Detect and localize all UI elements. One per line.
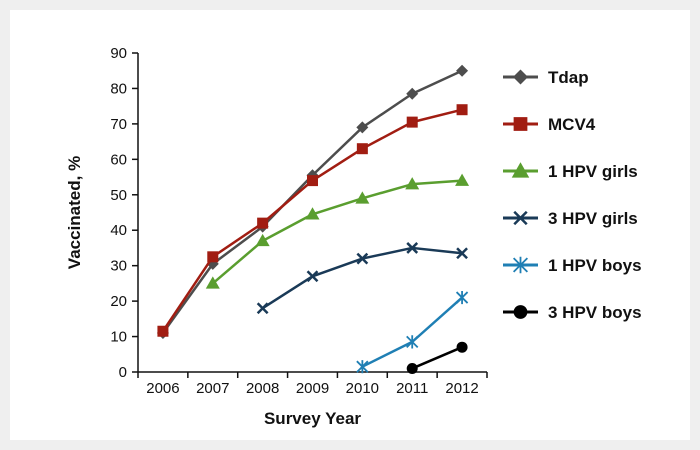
data-point: [406, 362, 418, 374]
data-point: [456, 247, 468, 260]
data-point: [257, 217, 269, 229]
data-point: [207, 251, 219, 263]
data-point: [306, 270, 319, 283]
y-axis-title: Vaccinated, %: [65, 156, 84, 269]
legend-item: Tdap: [503, 68, 589, 87]
legend-label: 3 HPV girls: [548, 209, 638, 228]
series-tdap: [156, 64, 469, 340]
data-point: [307, 175, 318, 187]
y-tick-label: 20: [110, 293, 127, 310]
legend-label: 1 HPV boys: [548, 256, 642, 275]
series-line: [161, 108, 463, 332]
data-point: [456, 341, 468, 353]
legend-item: 3 HPV boys: [503, 303, 642, 322]
data-point: [305, 207, 320, 220]
series-3-hpv-boys: [406, 341, 468, 374]
data-point: [205, 276, 220, 289]
legend-marker: [513, 69, 528, 85]
series-line: [411, 346, 463, 370]
series-line: [211, 179, 463, 285]
series-3-hpv-girls: [256, 242, 468, 315]
series-line: [361, 296, 463, 368]
data-point: [455, 290, 469, 305]
series-line: [161, 69, 463, 334]
legend-item: 1 HPV boys: [503, 256, 642, 275]
legend-label: MCV4: [548, 115, 596, 134]
legend: Tdap MCV4 1 HPV girls 3 HPV girls 1 HPV boys…: [503, 68, 642, 322]
x-tick-label: 2012: [445, 380, 478, 397]
data-point: [406, 335, 419, 349]
legend-label: 1 HPV girls: [548, 162, 638, 181]
data-point: [256, 302, 269, 315]
x-tick-label: 2007: [196, 380, 229, 397]
axes: 0 10 20 30 40 50 60 70 80 90 2006 2007 2008 2009 2010…: [65, 45, 488, 428]
series-1-hpv-boys: [356, 290, 469, 374]
data-point: [456, 64, 469, 77]
series-mcv4: [157, 104, 468, 337]
data-point: [456, 104, 468, 116]
x-tick-label: 2006: [146, 380, 179, 397]
legend-item: 1 HPV girls: [503, 162, 638, 181]
y-tick-label: 10: [110, 329, 127, 346]
data-point: [356, 360, 369, 374]
legend-marker: [512, 256, 529, 274]
data-point: [356, 143, 368, 155]
data-point: [455, 173, 470, 186]
y-tick-label: 60: [110, 151, 127, 168]
data-point: [255, 233, 270, 247]
y-tick-label: 90: [110, 45, 127, 62]
legend-marker: [511, 162, 530, 178]
x-tick-label: 2009: [296, 380, 329, 397]
data-point: [356, 121, 369, 134]
data-point: [355, 191, 370, 204]
data-point: [406, 116, 418, 128]
data-point: [406, 87, 419, 100]
x-tick-label: 2011: [396, 380, 428, 397]
legend-label: Tdap: [548, 68, 589, 87]
y-tick-label: 70: [110, 116, 127, 133]
x-tick-label: 2010: [346, 380, 379, 397]
y-tick-label: 0: [119, 364, 127, 381]
legend-label: 3 HPV boys: [548, 303, 642, 322]
y-tick-label: 30: [110, 258, 127, 275]
legend-marker: [513, 210, 528, 226]
legend-item: MCV4: [503, 115, 596, 134]
legend-marker: [513, 117, 528, 131]
legend-item: 3 HPV girls: [503, 209, 638, 228]
series-1-hpv-girls: [205, 173, 470, 289]
data-point: [406, 242, 419, 254]
data-point: [356, 252, 369, 265]
x-axis-title: Survey Year: [264, 409, 361, 428]
x-ticks: 2006 2007 2008 2009 2010 2011 2012: [137, 372, 488, 397]
plot-area: [156, 64, 470, 374]
y-tick-label: 80: [110, 80, 127, 97]
data-point: [157, 325, 169, 337]
x-tick-label: 2008: [246, 380, 279, 397]
y-tick-label: 50: [110, 187, 127, 204]
y-tick-label: 40: [110, 222, 127, 239]
y-ticks: 0 10 20 30 40 50 60 70 80 90: [110, 45, 138, 381]
data-point: [405, 177, 420, 190]
legend-marker: [513, 305, 528, 319]
